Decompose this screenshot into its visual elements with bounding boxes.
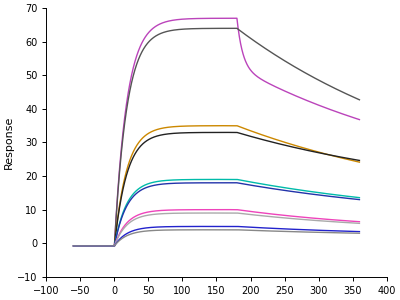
Y-axis label: Response: Response (4, 116, 14, 169)
